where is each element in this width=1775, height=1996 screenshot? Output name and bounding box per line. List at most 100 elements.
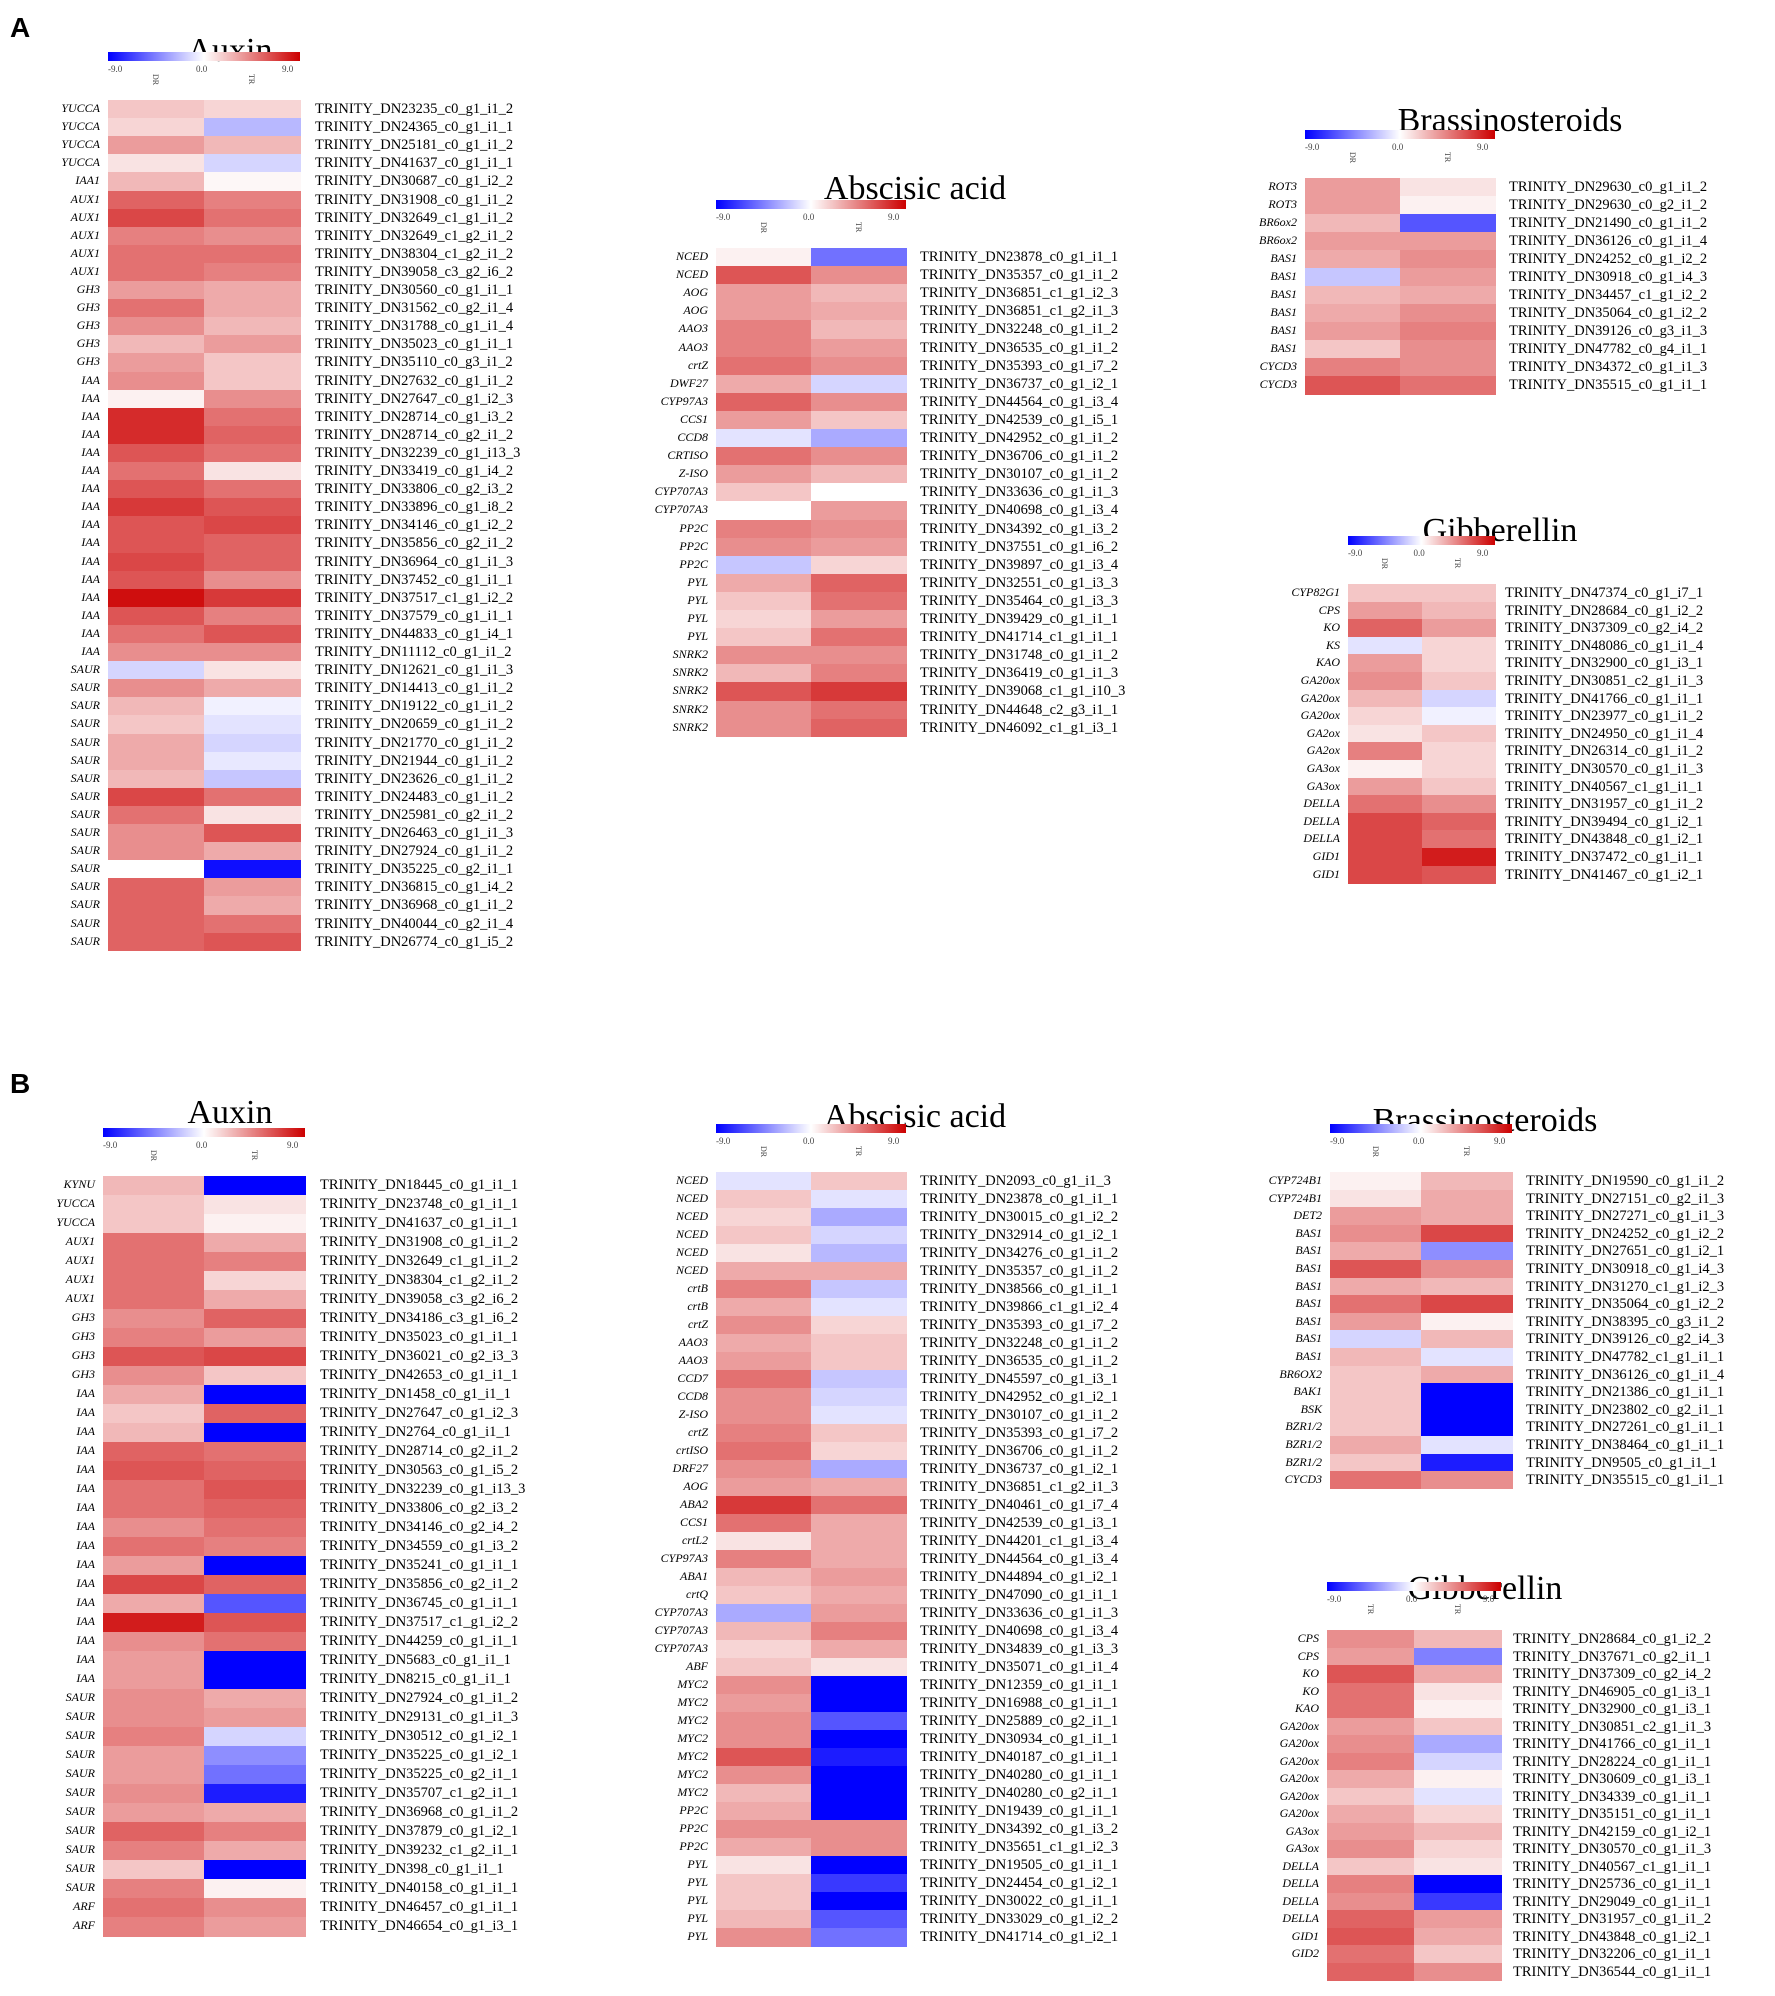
transcript-id: TRINITY_DN45597_c0_g1_i3_1 xyxy=(920,1371,1119,1387)
heatmap-cell xyxy=(108,443,205,463)
transcript-id: TRINITY_DN36126_c0_g1_i1_4 xyxy=(1509,233,1708,249)
heatmap-cell xyxy=(204,516,301,535)
transcript-id: TRINITY_DN36851_c1_g2_i1_3 xyxy=(920,1479,1119,1495)
heatmap-cell xyxy=(811,1838,907,1857)
heatmap-cell xyxy=(811,664,907,683)
gene-label: SAUR xyxy=(65,1823,95,1837)
gene-label: SNRK2 xyxy=(672,683,708,698)
transcript-id: TRINITY_DN12621_c0_g1_i1_3 xyxy=(315,662,514,679)
heatmap-cell xyxy=(204,299,301,318)
heatmap-cell xyxy=(811,447,907,466)
gene-label: IAA xyxy=(81,390,100,405)
heatmap-cell xyxy=(204,281,301,300)
transcript-id: TRINITY_DN42159_c0_g1_i2_1 xyxy=(1513,1823,1712,1840)
transcript-id: TRINITY_DN30107_c0_g1_i1_2 xyxy=(920,466,1119,483)
transcript-id: TRINITY_DN38464_c0_g1_i1_1 xyxy=(1526,1437,1725,1453)
heatmap-cell xyxy=(1414,1700,1502,1718)
heatmap-cell xyxy=(108,842,205,861)
heatmap-cell xyxy=(1330,1453,1422,1472)
heatmap-cell xyxy=(108,226,205,246)
column-label: TR xyxy=(1453,558,1463,569)
heatmap-cell xyxy=(1348,742,1422,761)
heatmap-cell xyxy=(811,483,907,502)
transcript-id: TRINITY_DN34839_c0_g1_i3_3 xyxy=(920,1641,1119,1657)
heatmap-cell xyxy=(1421,1224,1513,1243)
heatmap-cell xyxy=(103,1537,205,1557)
color-scale-tick: -9.0 xyxy=(1330,1136,1345,1146)
transcript-id: TRINITY_DN24252_c0_g1_i2_2 xyxy=(1509,251,1708,267)
heatmap-cell xyxy=(103,1214,205,1234)
color-scale-bar xyxy=(103,1128,305,1137)
gene-label: IAA xyxy=(76,1576,95,1590)
transcript-id: TRINITY_DN40698_c0_g1_i3_4 xyxy=(920,1623,1119,1639)
heatmap-cell xyxy=(103,1727,205,1747)
gene-label: GA20ox xyxy=(1279,1736,1319,1750)
gene-label: BAS1 xyxy=(1295,1225,1322,1240)
transcript-id: TRINITY_DN38395_c0_g3_i1_2 xyxy=(1526,1313,1725,1330)
heatmap-cell xyxy=(103,1252,205,1272)
gene-label: SAUR xyxy=(70,662,100,677)
heatmap-cell xyxy=(1305,250,1401,269)
color-scale-tick: 0.0 xyxy=(196,1140,208,1150)
transcript-id: TRINITY_DN14413_c0_g1_i1_2 xyxy=(315,680,514,697)
heatmap-cell xyxy=(716,664,812,683)
transcript-id: TRINITY_DN41766_c0_g1_i1_1 xyxy=(1513,1736,1712,1752)
gene-label: SAUR xyxy=(65,1785,95,1799)
gene-label: PYL xyxy=(687,1911,708,1925)
heatmap-cell xyxy=(811,682,907,701)
heatmap-cell xyxy=(1305,322,1401,341)
heatmap-cell xyxy=(716,1802,812,1821)
column-label: TR xyxy=(853,222,863,233)
heatmap-cell xyxy=(811,1568,907,1587)
heatmap-cell xyxy=(108,407,205,427)
gene-label: BAS1 xyxy=(1295,1278,1322,1293)
transcript-id: TRINITY_DN34392_c0_g1_i3_2 xyxy=(920,1821,1119,1837)
gene-label: YUCCA xyxy=(56,1215,95,1229)
heatmap-cell xyxy=(811,1730,907,1749)
transcript-id: TRINITY_DN35225_c0_g1_i2_1 xyxy=(320,1747,519,1763)
heatmap-cell xyxy=(811,1748,907,1767)
heatmap-cell xyxy=(103,1347,205,1367)
gene-label: IAA xyxy=(81,426,100,441)
heatmap-cell xyxy=(716,1766,812,1785)
gene-label: GA20ox xyxy=(1279,1718,1319,1733)
transcript-id: TRINITY_DN37472_c0_g1_i1_1 xyxy=(1505,849,1704,865)
gene-label: GA20ox xyxy=(1300,673,1340,687)
heatmap-cell xyxy=(716,356,812,376)
transcript-id: TRINITY_DN28224_c0_g1_i1_1 xyxy=(1513,1753,1712,1770)
heatmap-cell xyxy=(108,480,205,499)
heatmap-cell xyxy=(811,573,907,593)
transcript-id: TRINITY_DN23878_c0_g1_i1_1 xyxy=(920,249,1119,265)
gene-label: SNRK2 xyxy=(672,647,708,662)
gene-label: SAUR xyxy=(65,1747,95,1761)
heatmap-cell xyxy=(1348,795,1422,814)
column-label: TR xyxy=(1461,1146,1471,1157)
heatmap-cell xyxy=(1305,232,1401,251)
color-scale-tick: 0.0 xyxy=(1406,1594,1418,1604)
transcript-id: TRINITY_DN36815_c0_g1_i4_2 xyxy=(315,879,514,896)
transcript-id: TRINITY_DN41766_c0_g1_i1_1 xyxy=(1505,690,1704,707)
heatmap-cell xyxy=(811,1316,907,1335)
column-label: TR xyxy=(247,74,256,85)
transcript-id: TRINITY_DN37452_c0_g1_i1_1 xyxy=(315,571,514,588)
heatmap-cell xyxy=(1330,1330,1422,1349)
transcript-id: TRINITY_DN35515_c0_g1_i1_1 xyxy=(1509,377,1708,393)
heatmap-cell xyxy=(811,1766,907,1785)
heatmap-cell xyxy=(204,118,301,137)
gene-label: Z-ISO xyxy=(678,1407,708,1421)
transcript-id: TRINITY_DN11112_c0_g1_i1_2 xyxy=(315,644,512,660)
heatmap-cell xyxy=(1327,1805,1415,1823)
heatmap-cell xyxy=(103,1499,205,1519)
heatmap-cell xyxy=(204,172,301,191)
heatmap-cell xyxy=(1330,1436,1422,1455)
heatmap-cell xyxy=(716,1712,812,1731)
gene-label: MYC2 xyxy=(677,1785,708,1799)
transcript-id: TRINITY_DN37309_c0_g2_i4_2 xyxy=(1513,1666,1712,1682)
gene-label: GA20ox xyxy=(1279,1771,1319,1785)
transcript-id: TRINITY_DN35856_c0_g2_i1_2 xyxy=(320,1576,519,1592)
heatmap-cell xyxy=(103,1366,205,1386)
transcript-id: TRINITY_DN27632_c0_g1_i1_2 xyxy=(315,372,514,389)
heatmap-cell xyxy=(716,537,812,557)
heatmap-cell xyxy=(204,1689,306,1709)
heatmap-cell xyxy=(204,1594,306,1614)
